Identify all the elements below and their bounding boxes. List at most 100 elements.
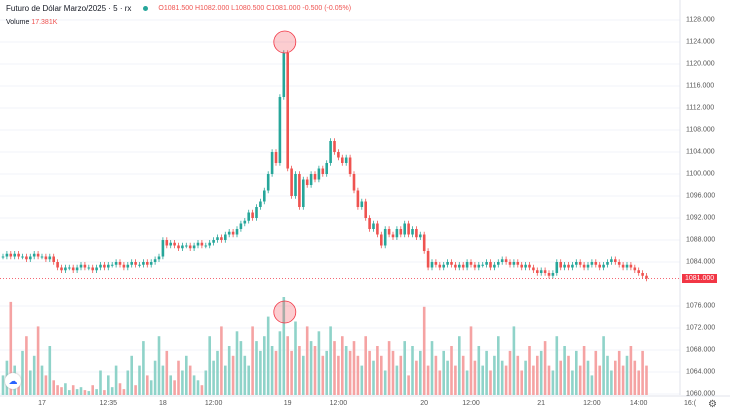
volume-bar	[633, 360, 637, 395]
candle-body	[539, 270, 543, 273]
candle-body	[181, 245, 184, 249]
candle-body	[278, 97, 282, 163]
volume-bar	[641, 350, 644, 395]
volume-bar	[239, 341, 243, 395]
volume-bar	[567, 355, 570, 395]
volume-bar	[130, 355, 133, 395]
candle-body	[594, 262, 598, 265]
candle-body	[142, 262, 145, 265]
candle-body	[325, 163, 328, 174]
price-tick: 1124.000	[686, 38, 715, 46]
volume-bar	[387, 341, 391, 395]
candle-body	[590, 262, 594, 265]
volume-bar	[461, 355, 465, 395]
volume-bar	[395, 365, 399, 395]
candle-body	[107, 264, 110, 268]
volume-bar	[305, 326, 309, 395]
volume-bar	[524, 360, 527, 395]
volume-bar	[309, 341, 313, 395]
volume-bar	[64, 383, 67, 395]
candle-body	[188, 245, 192, 249]
candle-body	[458, 264, 461, 268]
volume-bar	[188, 365, 192, 395]
volume-bar	[25, 336, 28, 395]
symbol-title[interactable]: Futuro de Dólar Marzo/2025 · 5 · rx	[6, 4, 132, 13]
volume-bar	[458, 336, 461, 395]
candle-body	[512, 262, 516, 265]
volume-bar	[17, 380, 20, 395]
price-tick: 1120.000	[686, 60, 715, 68]
candle-body	[173, 242, 176, 246]
candle-body	[290, 168, 293, 196]
volume-bar	[590, 375, 594, 395]
time-tick: 14:00	[629, 400, 648, 407]
volume-bar	[380, 355, 383, 395]
candle-body	[625, 264, 629, 268]
volume-bar	[71, 385, 75, 395]
candle-body	[25, 256, 28, 260]
volume-bar	[430, 341, 434, 395]
candle-body	[489, 262, 492, 268]
volume-bar	[621, 365, 625, 395]
candle-body	[68, 267, 71, 269]
volume-bar	[196, 380, 200, 395]
candle-body	[302, 179, 305, 207]
price-tick: 1060.000	[686, 390, 716, 398]
price-tick: 1112.000	[686, 104, 715, 112]
tradingview-logo-icon[interactable]: ☁	[5, 373, 21, 389]
candle-body	[329, 141, 332, 163]
volume-bar	[594, 350, 598, 395]
candle-body	[450, 262, 453, 265]
volume-bar	[356, 355, 360, 395]
settings-gear-icon[interactable]: ⚙	[708, 399, 717, 410]
volume-bar	[598, 365, 601, 395]
volume-bar	[477, 346, 481, 395]
ohlc-values: O1081.500 H1082.000 L1080.500 C1081.000 …	[158, 5, 352, 12]
candle-body	[146, 262, 149, 265]
volume-bar	[216, 350, 219, 395]
volume-bar	[629, 346, 633, 395]
volume-bar	[122, 389, 126, 395]
volume-bar	[368, 350, 371, 395]
candle-body	[621, 264, 625, 268]
time-tick: 12:00	[204, 400, 223, 407]
candle-body	[578, 262, 582, 265]
candle-body	[571, 264, 574, 268]
price-tick: 1084.000	[686, 258, 716, 266]
candle-body	[333, 141, 336, 152]
candle-body	[21, 256, 24, 258]
volume-bar	[578, 365, 582, 395]
volume-bar	[422, 306, 426, 395]
volume-bar	[473, 360, 477, 395]
volume-bar	[528, 346, 531, 395]
volume-bar	[286, 336, 289, 395]
candle-body	[274, 152, 278, 163]
candle-body	[48, 256, 52, 260]
candle-body	[469, 262, 473, 265]
volume-bar	[625, 355, 629, 395]
volume-bar	[438, 370, 442, 395]
candle-body	[551, 273, 555, 276]
candle-body	[40, 256, 44, 258]
volume-bar	[212, 360, 215, 395]
volume-bar	[68, 390, 71, 395]
volume-bar	[227, 346, 231, 395]
candle-body	[243, 220, 247, 224]
time-tick: 20	[420, 400, 429, 407]
volume-bar	[169, 375, 172, 395]
candle-body	[235, 229, 239, 235]
volume-bar	[146, 375, 149, 395]
volume-bar	[383, 370, 387, 395]
volume-bar	[617, 350, 621, 395]
candle-body	[344, 157, 348, 163]
volume-bar	[360, 365, 364, 395]
candle-body	[220, 237, 223, 240]
candle-body	[29, 256, 32, 260]
volume-bar	[138, 365, 141, 395]
candle-body	[255, 207, 258, 218]
candle-body	[422, 234, 426, 251]
volume-bar	[181, 370, 184, 395]
candle-body	[270, 152, 274, 174]
volume-bar	[32, 355, 36, 395]
